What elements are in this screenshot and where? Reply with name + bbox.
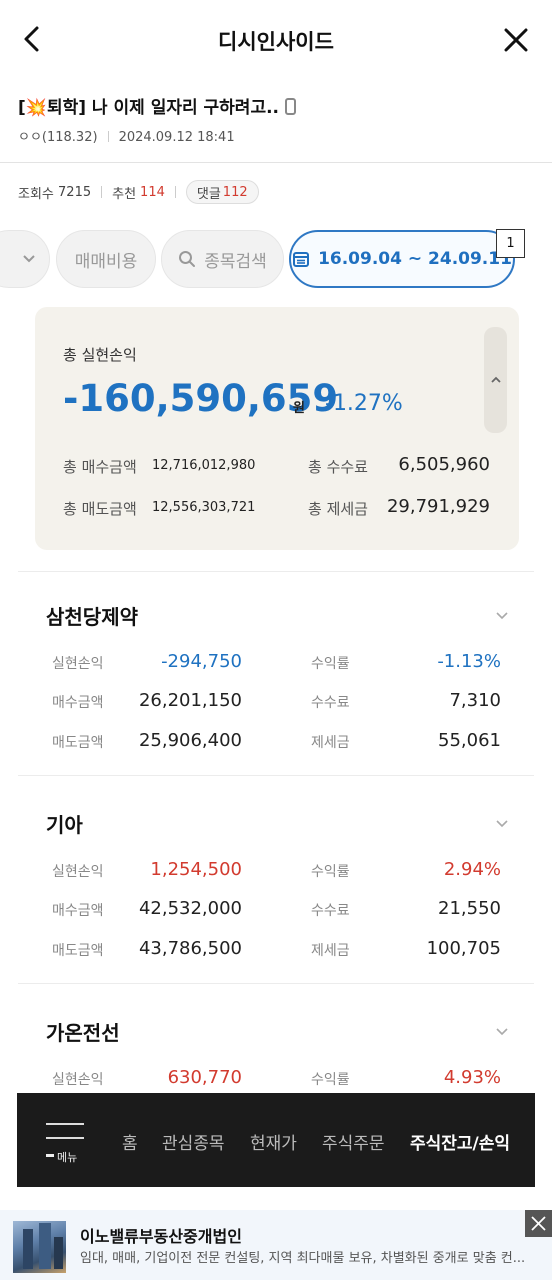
buy-value: 42,532,000 <box>138 898 242 919</box>
calendar-icon <box>293 252 310 267</box>
rate-label: 수익률 <box>311 864 350 880</box>
divider <box>18 571 534 572</box>
sell-value: 25,906,400 <box>138 730 242 751</box>
mobile-phone-icon <box>285 98 297 115</box>
ad-close-icon[interactable] <box>525 1210 552 1237</box>
nav-home[interactable]: 홈 <box>122 1134 138 1154</box>
total-realized-value: -160,590,659 <box>63 377 339 420</box>
rate-value: -1.13% <box>437 651 501 672</box>
menu-label: 메뉴 <box>57 1151 78 1164</box>
close-icon <box>531 1216 546 1231</box>
menu-icon <box>46 1154 54 1157</box>
divider <box>18 775 534 776</box>
realized-value: 1,254,500 <box>150 859 242 880</box>
ad-banner[interactable]: 이노밸류부동산중개법인 임대, 매매, 기업이전 전문 컨설팅, 지역 최다매물… <box>0 1210 552 1280</box>
recommend-count: 114 <box>140 184 165 200</box>
explosion-icon: 💥 <box>25 98 47 118</box>
total-realized-label: 총 실현손익 <box>63 346 137 364</box>
total-sell-label: 총 매도금액 <box>63 500 137 518</box>
tax-label: 제세금 <box>311 735 350 751</box>
stock-name: 가온전선 <box>46 1021 120 1045</box>
divider <box>0 162 552 163</box>
sell-value: 43,786,500 <box>138 938 242 959</box>
nav-balance-pnl[interactable]: 주식잔고/손익 <box>410 1134 511 1154</box>
filter-bar: 매매비용 종목검색 16.09.04 ~ 24.09.11 <box>0 230 552 290</box>
post-title: [💥퇴학] 나 이제 일자리 구하려고.. <box>18 93 297 118</box>
rate-value: 4.93% <box>443 1067 501 1088</box>
realized-value: 630,770 <box>167 1067 242 1088</box>
realized-label: 실현손익 <box>52 1072 104 1088</box>
rate-label: 수익률 <box>311 656 350 672</box>
menu-button[interactable] <box>46 1121 86 1161</box>
chevron-down-icon[interactable] <box>494 815 510 831</box>
divider <box>107 131 109 142</box>
realized-value: -294,750 <box>161 651 242 672</box>
comment-count: 112 <box>222 184 248 200</box>
tax-label: 제세금 <box>311 943 350 959</box>
currency-unit: 원 <box>293 401 305 416</box>
annotation-badge: 1 <box>496 229 525 258</box>
total-tax-label: 총 제세금 <box>308 500 368 518</box>
top-bar: 디시인사이드 <box>0 0 552 78</box>
total-fee-value: 6,505,960 <box>398 454 490 475</box>
buy-label: 매수금액 <box>52 903 104 919</box>
date-range-button[interactable]: 16.09.04 ~ 24.09.11 <box>289 230 515 288</box>
sell-label: 매도금액 <box>52 943 104 959</box>
total-return-pct: -1.27% <box>325 391 403 416</box>
post-stats: 조회수 7215 추천 114 댓글 112 <box>18 180 259 204</box>
nav-stock-order[interactable]: 주식주문 <box>322 1134 385 1154</box>
views-count: 7215 <box>58 184 92 200</box>
search-icon <box>179 251 196 267</box>
account-dropdown[interactable] <box>0 230 50 288</box>
post-datetime: 2024.09.12 18:41 <box>118 130 235 145</box>
date-range-text: 16.09.04 ~ 24.09.11 <box>318 249 512 269</box>
tax-value: 100,705 <box>426 938 501 959</box>
stock-search-button[interactable]: 종목검색 <box>161 230 284 288</box>
chevron-down-icon <box>23 255 35 263</box>
buy-label: 매수금액 <box>52 695 104 711</box>
chevron-up-icon <box>490 376 501 383</box>
total-fee-label: 총 수수료 <box>308 458 368 476</box>
buy-value: 26,201,150 <box>138 690 242 711</box>
comment-button[interactable]: 댓글 112 <box>185 180 259 204</box>
ad-thumbnail <box>13 1221 66 1273</box>
fee-label: 수수료 <box>311 903 350 919</box>
nav-current-price[interactable]: 현재가 <box>250 1134 297 1154</box>
ad-title: 이노밸류부동산중개법인 <box>80 1227 242 1246</box>
chevron-down-icon[interactable] <box>494 607 510 623</box>
sell-label: 매도금액 <box>52 735 104 751</box>
collapse-button[interactable] <box>484 327 507 433</box>
bottom-nav: 메뉴 홈 관심종목 현재가 주식주문 주식잔고/손익 <box>17 1093 535 1187</box>
post-meta: ㅇㅇ(118.32) 2024.09.12 18:41 <box>18 126 235 145</box>
chevron-left-icon[interactable] <box>18 24 46 54</box>
total-tax-value: 29,791,929 <box>386 496 490 517</box>
total-sell-value: 12,556,303,721 <box>152 500 256 515</box>
fee-label: 수수료 <box>311 695 350 711</box>
fee-value: 21,550 <box>438 898 501 919</box>
author[interactable]: ㅇㅇ(118.32) <box>18 130 98 145</box>
rate-label: 수익률 <box>311 1072 350 1088</box>
stock-name: 기아 <box>46 813 83 837</box>
realized-label: 실현손익 <box>52 656 104 672</box>
stock-name: 삼천당제약 <box>46 605 138 629</box>
realized-label: 실현손익 <box>52 864 104 880</box>
trading-cost-button[interactable]: 매매비용 <box>56 230 156 288</box>
summary-card: 총 실현손익 -160,590,659 원 -1.27% 총 매수금액 12,7… <box>35 307 519 550</box>
divider <box>18 983 534 984</box>
rate-value: 2.94% <box>443 859 501 880</box>
tax-value: 55,061 <box>438 730 501 751</box>
close-icon[interactable] <box>502 26 530 54</box>
fee-value: 7,310 <box>449 690 501 711</box>
total-buy-label: 총 매수금액 <box>63 458 137 476</box>
nav-watchlist[interactable]: 관심종목 <box>162 1134 225 1154</box>
total-buy-value: 12,716,012,980 <box>152 458 256 473</box>
chevron-down-icon[interactable] <box>494 1023 510 1039</box>
ad-description: 임대, 매매, 기업이전 전문 컨설팅, 지역 최다매물 보유, 차별화된 중개… <box>80 1251 526 1266</box>
page-title: 디시인사이드 <box>218 30 334 54</box>
